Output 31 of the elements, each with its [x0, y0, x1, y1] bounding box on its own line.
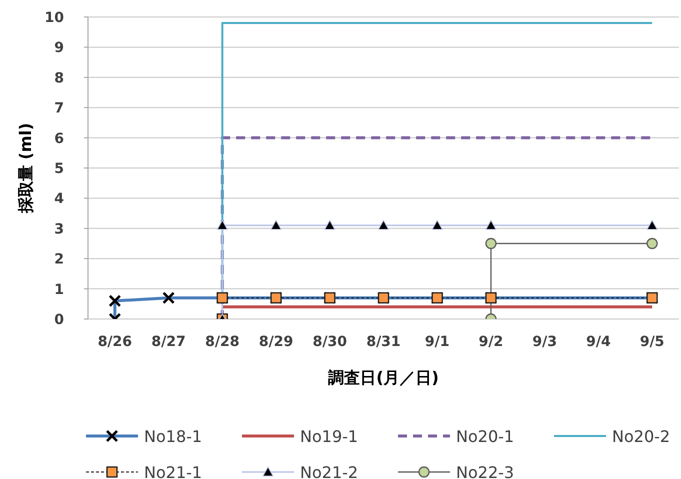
x-axis-title: 調査日(月／日) — [328, 368, 439, 387]
y-tick-label: 10 — [44, 10, 64, 26]
x-tick-label: 8/31 — [366, 334, 401, 350]
y-tick-label: 2 — [54, 252, 64, 268]
y-tick-label: 9 — [54, 40, 64, 56]
y-tick-label: 5 — [54, 160, 64, 177]
legend-label: No21-1 — [144, 462, 202, 479]
y-tick-label: 1 — [54, 282, 64, 298]
y-tick-label: 6 — [54, 130, 64, 147]
y-tick-label: 3 — [54, 221, 64, 238]
x-tick-label: 8/28 — [205, 334, 240, 350]
legend-label: No19-1 — [300, 426, 358, 446]
x-tick-label: 9/3 — [532, 334, 557, 350]
legend-label: No18-1 — [144, 426, 202, 446]
legend-label: No21-2 — [300, 462, 358, 479]
y-tick-label: 7 — [54, 100, 64, 117]
y-axis-title: 採取量 (ml) — [16, 122, 34, 214]
x-tick-label: 9/5 — [640, 334, 664, 350]
x-tick-label: 8/27 — [151, 334, 186, 350]
x-tick-label: 9/1 — [424, 334, 450, 350]
x-tick-label: 8/26 — [98, 334, 132, 350]
y-tick-label: 8 — [54, 70, 64, 86]
x-tick-label: 8/29 — [258, 334, 294, 350]
x-tick-label: 9/4 — [586, 334, 611, 350]
legend-label: No22-3 — [456, 462, 514, 479]
legend-label: No20-1 — [456, 426, 514, 446]
x-tick-label: 8/30 — [312, 334, 348, 350]
legend-label: No20-2 — [612, 426, 670, 446]
y-tick-label: 4 — [54, 191, 64, 208]
x-tick-label: 9/2 — [478, 334, 504, 350]
y-tick-label: 0 — [54, 312, 64, 328]
